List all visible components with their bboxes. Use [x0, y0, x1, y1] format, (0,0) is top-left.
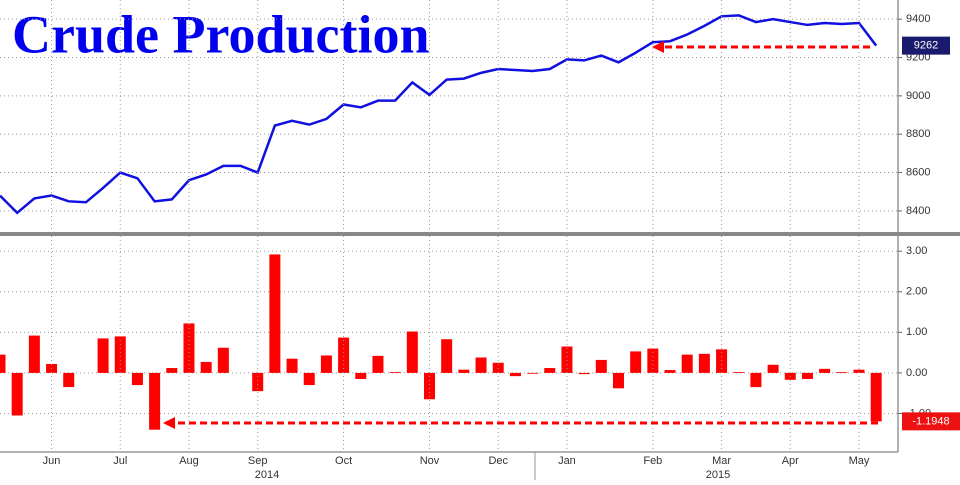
bar: [870, 372, 882, 422]
bar: [200, 361, 212, 373]
x-tick-label: Jun: [43, 455, 61, 467]
bar: [544, 368, 556, 373]
bar: [252, 372, 264, 392]
bar: [716, 349, 728, 373]
bar: [767, 364, 779, 373]
bar: [681, 354, 693, 373]
y-tick-label: 8400: [906, 205, 930, 217]
x-tick-label: Sep: [248, 455, 268, 467]
x-tick-label: Nov: [420, 455, 440, 467]
bar: [114, 336, 126, 373]
bar: [664, 370, 676, 373]
last-value-label: -1.1948: [912, 415, 949, 427]
bar: [801, 372, 813, 379]
bar: [441, 339, 453, 373]
bar: [509, 372, 521, 377]
y-tick-label: 8800: [906, 128, 930, 140]
bar: [149, 372, 161, 430]
bar: [338, 337, 350, 373]
x-tick-label: May: [849, 455, 870, 467]
bar: [389, 372, 401, 373]
bar: [28, 335, 40, 373]
y-tick-label: 2.00: [906, 286, 927, 298]
x-tick-label: Feb: [643, 455, 662, 467]
x-tick-label: Mar: [712, 455, 731, 467]
y-tick-label: 1.00: [906, 326, 927, 338]
bar: [698, 353, 710, 373]
bar: [166, 368, 178, 373]
bar: [819, 368, 831, 373]
bar: [595, 359, 607, 373]
arrow-head: [652, 41, 664, 53]
last-value-box: [902, 36, 950, 55]
bar: [11, 372, 23, 416]
bar: [853, 369, 865, 373]
bar: [492, 362, 504, 373]
bar: [406, 331, 418, 373]
x-tick-label: Apr: [782, 455, 799, 467]
bar: [424, 372, 435, 400]
bar: [269, 254, 281, 373]
last-value-box: [902, 412, 960, 431]
bar: [836, 372, 848, 373]
bar: [286, 358, 298, 373]
bar: [578, 372, 590, 375]
bar: [527, 372, 539, 374]
x-tick-label: Aug: [179, 455, 199, 467]
arrow-head: [163, 417, 175, 429]
bar: [63, 372, 75, 388]
bar: [97, 338, 109, 373]
bar: [131, 372, 143, 386]
bar: [750, 372, 762, 388]
bar: [561, 346, 573, 373]
x-tick-label: Oct: [335, 455, 352, 467]
bar: [733, 372, 745, 373]
bar: [630, 351, 642, 373]
y-tick-label: 8600: [906, 166, 930, 178]
year-label: 2015: [706, 469, 730, 481]
panel-divider: [0, 232, 960, 236]
y-tick-label: 0.00: [906, 367, 927, 379]
x-tick-label: Jul: [113, 455, 127, 467]
x-tick-label: Dec: [488, 455, 508, 467]
bar: [458, 369, 470, 373]
line: [0, 14, 878, 215]
bar: [475, 357, 487, 373]
bar: [217, 347, 229, 373]
chart-title: Crude Production: [12, 4, 430, 64]
x-tick-label: Jan: [558, 455, 576, 467]
bar: [355, 372, 367, 379]
bar: [372, 355, 384, 373]
bar: [0, 354, 6, 373]
y-tick-label: 9400: [906, 13, 930, 25]
bar: [303, 372, 315, 386]
bar: [320, 355, 332, 373]
bar: [612, 372, 624, 389]
y-tick-label: 3.00: [906, 245, 927, 257]
year-label: 2014: [255, 469, 279, 481]
y-tick-label: 9000: [906, 90, 930, 102]
last-value-label: 9262: [914, 40, 938, 52]
